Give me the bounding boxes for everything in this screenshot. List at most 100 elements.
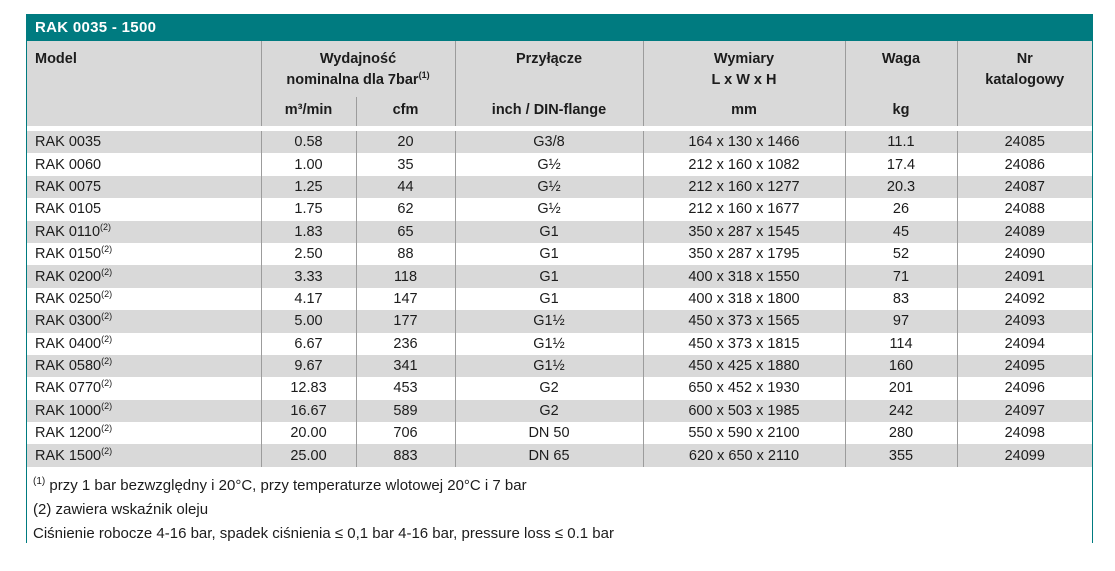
capacity-m3min-cell: 1.75 (260, 198, 356, 221)
catalog-number-cell: 24094 (956, 332, 1092, 355)
weight-cell: 17.4 (844, 153, 957, 176)
connection-cell: G1½ (454, 310, 643, 333)
catalog-header-line2: katalogowy (985, 72, 1065, 88)
catalog-number-cell: 24088 (956, 198, 1092, 221)
table-row: RAK 0075 1.25 44 G½ 212 x 160 x 1277 20.… (27, 175, 1092, 199)
column-header-weight: Waga (844, 41, 957, 97)
table-row: RAK 0035 0.58 20 G3/8 164 x 130 x 1466 1… (27, 131, 1092, 154)
model-label: RAK 0105 (35, 201, 102, 218)
model-label: RAK 0075 (35, 178, 102, 195)
model-label: RAK 0150 (35, 246, 102, 263)
column-header-model-label: Model (35, 51, 77, 67)
model-footnote-marker: (2) (101, 356, 113, 367)
dimensions-cell: 450 x 373 x 1815 (642, 332, 845, 355)
table-row: RAK 0150(2) 2.50 88 G1 350 x 287 x 1795 … (27, 242, 1092, 266)
model-cell: RAK 1000(2) (27, 399, 261, 423)
dimensions-unit-label: mm (731, 102, 757, 118)
capacity-cfm-cell: 118 (355, 265, 455, 288)
subheader-connection-unit: inch / DIN-flange (454, 97, 643, 126)
capacity-m3min-cell: 1.25 (260, 175, 356, 199)
model-label: RAK 1500 (35, 447, 102, 464)
weight-cell: 45 (844, 220, 957, 243)
model-footnote-marker: (2) (101, 311, 113, 322)
catalog-number-cell: 24091 (956, 265, 1092, 288)
catalog-number-cell: 24098 (956, 422, 1092, 445)
table-header: Model Wydajność nominalna dla 7bar(1) Pr… (27, 41, 1092, 126)
connection-cell: DN 65 (454, 444, 643, 467)
column-header-dimensions: Wymiary L x W x H (642, 41, 845, 97)
model-label: RAK 1200 (35, 425, 102, 442)
capacity-cfm-cell: 147 (355, 287, 455, 311)
capacity-m3min-cell: 1.83 (260, 220, 356, 243)
connection-cell: G1 (454, 265, 643, 288)
dimensions-cell: 164 x 130 x 1466 (642, 131, 845, 154)
capacity-m3min-cell: 5.00 (260, 310, 356, 333)
capacity-m3min-cell: 3.33 (260, 265, 356, 288)
catalog-number-cell: 24096 (956, 377, 1092, 400)
table-row: RAK 0400(2) 6.67 236 G1½ 450 x 373 x 181… (27, 332, 1092, 355)
model-cell: RAK 0400(2) (27, 333, 261, 355)
catalog-number-cell: 24092 (956, 287, 1092, 311)
footnote-1-text: przy 1 bar bezwzględny i 20°C, przy temp… (45, 476, 527, 494)
dimensions-cell: 650 x 452 x 1930 (642, 377, 845, 400)
footnote-2-text: (2) zawiera wskaźnik oleju (33, 500, 209, 518)
model-label: RAK 0035 (35, 134, 102, 151)
weight-cell: 26 (844, 198, 957, 221)
capacity-cfm-cell: 341 (355, 354, 455, 378)
table-row: RAK 1000(2) 16.67 589 G2 600 x 503 x 198… (27, 399, 1092, 423)
column-header-catalog-number: Nr katalogowy (956, 41, 1092, 126)
connection-cell: G1½ (454, 354, 643, 378)
weight-unit-label: kg (892, 102, 910, 118)
weight-cell: 83 (844, 287, 957, 311)
connection-header-label: Przyłącze (515, 51, 583, 67)
model-label: RAK 0770 (35, 380, 102, 397)
unit-cfm-label: cfm (392, 102, 419, 118)
catalog-number-cell: 24090 (956, 242, 1092, 266)
model-cell: RAK 0105 (27, 198, 261, 220)
connection-cell: G½ (454, 175, 643, 199)
dimensions-header-line1: Wymiary (713, 51, 775, 67)
connection-cell: G1½ (454, 332, 643, 355)
footnote-3: Ciśnienie robocze 4-16 bar, spadek ciśni… (33, 522, 1092, 546)
connection-cell: G3/8 (454, 131, 643, 154)
capacity-m3min-cell: 9.67 (260, 354, 356, 378)
capacity-header-line2: nominalna dla 7bar (286, 72, 419, 88)
capacity-m3min-cell: 1.00 (260, 153, 356, 176)
weight-cell: 114 (844, 332, 957, 355)
weight-cell: 71 (844, 265, 957, 288)
capacity-cfm-cell: 35 (355, 153, 455, 176)
subheader-dimensions-unit: mm (642, 97, 845, 126)
model-footnote-marker: (2) (101, 445, 113, 456)
table-row: RAK 1200(2) 20.00 706 DN 50 550 x 590 x … (27, 422, 1092, 445)
weight-header-label: Waga (881, 51, 921, 67)
dimensions-cell: 450 x 373 x 1565 (642, 310, 845, 333)
table-row: RAK 0200(2) 3.33 118 G1 400 x 318 x 1550… (27, 265, 1092, 288)
capacity-m3min-cell: 0.58 (260, 131, 356, 154)
model-footnote-marker: (2) (101, 289, 113, 300)
weight-cell: 97 (844, 310, 957, 333)
column-header-capacity: Wydajność nominalna dla 7bar(1) (260, 41, 455, 97)
capacity-cfm-cell: 883 (355, 444, 455, 467)
dimensions-cell: 350 x 287 x 1545 (642, 220, 845, 243)
capacity-m3min-cell: 12.83 (260, 377, 356, 400)
model-label: RAK 1000 (35, 402, 102, 419)
model-cell: RAK 0250(2) (27, 288, 261, 310)
model-footnote-marker: (2) (101, 378, 113, 389)
table-row: RAK 1500(2) 25.00 883 DN 65 620 x 650 x … (27, 444, 1092, 467)
table-row: RAK 0060 1.00 35 G½ 212 x 160 x 1082 17.… (27, 153, 1092, 176)
model-footnote-marker: (2) (101, 244, 113, 255)
model-footnote-marker: (2) (100, 221, 112, 232)
connection-cell: G1 (454, 287, 643, 311)
dimensions-cell: 400 x 318 x 1550 (642, 265, 845, 288)
catalog-number-cell: 24095 (956, 354, 1092, 378)
model-cell: RAK 0300(2) (27, 310, 261, 333)
weight-cell: 280 (844, 422, 957, 445)
subheader-unit-cfm: cfm (355, 97, 455, 126)
model-footnote-marker: (2) (101, 333, 113, 344)
weight-cell: 160 (844, 354, 957, 378)
capacity-m3min-cell: 4.17 (260, 287, 356, 311)
catalog-header-line1: Nr (1016, 51, 1033, 67)
table-row: RAK 0580(2) 9.67 341 G1½ 450 x 425 x 188… (27, 354, 1092, 378)
catalog-number-cell: 24093 (956, 310, 1092, 333)
table-row: RAK 0250(2) 4.17 147 G1 400 x 318 x 1800… (27, 287, 1092, 311)
